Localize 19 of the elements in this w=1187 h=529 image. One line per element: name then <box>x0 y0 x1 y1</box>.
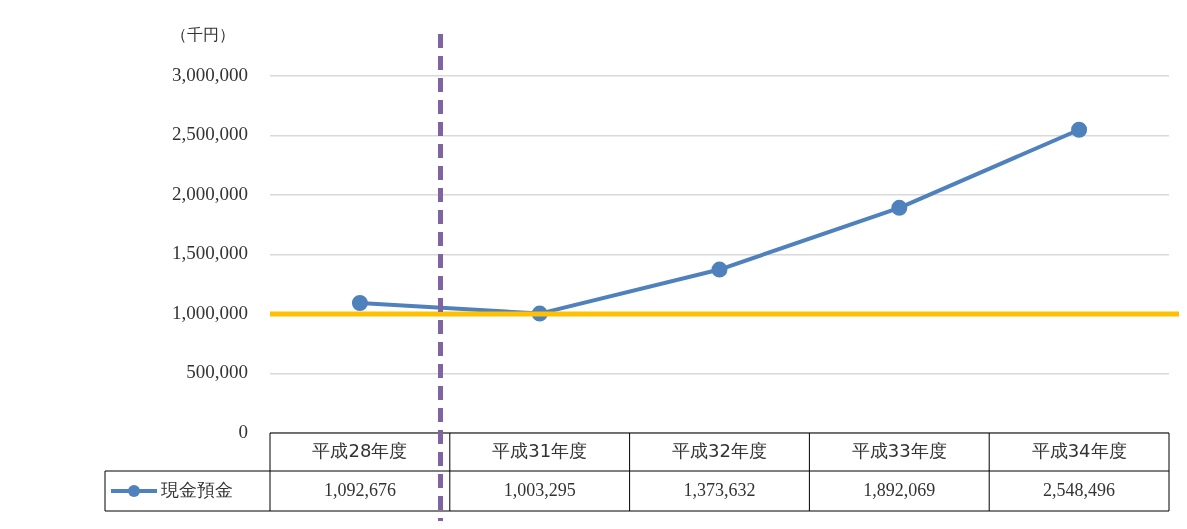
y-tick-label: 3,000,000 <box>172 63 248 85</box>
y-tick-label: 2,000,000 <box>172 182 248 204</box>
y-tick-label: 1,000,000 <box>172 301 248 323</box>
x-tick-label: 平成34年度 <box>1031 439 1127 461</box>
data-label: 1,092,676 <box>323 479 396 500</box>
x-tick-label: 平成32年度 <box>672 439 767 461</box>
x-tick-label: 平成28年度 <box>312 439 408 461</box>
y-tick-label: 1,500,000 <box>172 242 248 264</box>
data-label: 1,373,632 <box>683 479 756 500</box>
y-axis-title: （千円） <box>171 25 235 45</box>
data-label: 2,548,496 <box>1043 479 1116 500</box>
data-label: 1,003,295 <box>503 479 576 500</box>
y-tick-label: 2,500,000 <box>172 123 248 145</box>
y-tick-label: 500,000 <box>186 361 248 383</box>
x-tick-label: 平成31年度 <box>492 439 588 461</box>
y-tick-label: 0 <box>238 420 248 442</box>
data-label: 1,892,069 <box>863 479 936 500</box>
x-tick-label: 平成33年度 <box>851 439 947 461</box>
legend-label: 現金預金 <box>161 478 233 500</box>
